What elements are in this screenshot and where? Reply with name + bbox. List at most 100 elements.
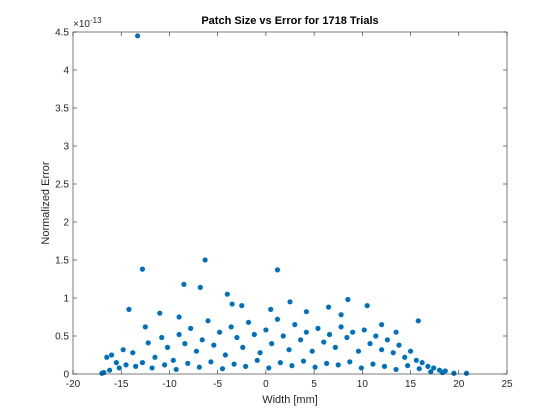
x-tick-label: -20 bbox=[66, 379, 81, 390]
data-point bbox=[263, 327, 269, 333]
data-point bbox=[381, 363, 388, 369]
data-point bbox=[367, 341, 373, 347]
data-point bbox=[254, 357, 260, 363]
y-axis-label: Normalized Error bbox=[40, 161, 52, 244]
data-point bbox=[145, 340, 151, 346]
data-point bbox=[104, 354, 110, 360]
y-tick-label: 0.5 bbox=[55, 332, 69, 343]
data-point bbox=[142, 324, 148, 330]
data-point bbox=[280, 333, 286, 339]
data-point bbox=[379, 347, 385, 353]
data-point bbox=[159, 334, 165, 341]
data-point bbox=[126, 306, 132, 312]
y-tick-label: 4.5 bbox=[55, 28, 69, 39]
y-tick-label: 4 bbox=[63, 66, 69, 77]
data-point bbox=[344, 334, 350, 341]
data-point bbox=[176, 314, 182, 320]
x-tick-label: 0 bbox=[263, 379, 269, 390]
data-point bbox=[324, 360, 330, 366]
data-point bbox=[193, 348, 200, 354]
data-point bbox=[170, 357, 176, 363]
y-tick-label: 3.5 bbox=[55, 104, 69, 115]
data-point bbox=[269, 341, 275, 347]
data-point bbox=[393, 366, 399, 373]
data-point bbox=[274, 316, 281, 322]
x-tick-label: 20 bbox=[453, 379, 465, 390]
data-point bbox=[463, 370, 470, 376]
data-point bbox=[338, 312, 344, 318]
y-axis-exponent-base: ×10 bbox=[73, 19, 90, 30]
x-tick-label: 5 bbox=[311, 379, 317, 390]
data-point bbox=[286, 347, 292, 353]
x-tick-label: 10 bbox=[357, 379, 369, 390]
data-point bbox=[300, 358, 307, 364]
data-point bbox=[358, 365, 364, 371]
x-tick-label: -10 bbox=[162, 379, 177, 390]
data-point bbox=[185, 360, 191, 366]
data-point bbox=[416, 366, 422, 372]
data-point bbox=[257, 350, 263, 356]
data-point bbox=[208, 359, 214, 365]
data-point bbox=[431, 365, 437, 371]
data-point bbox=[413, 357, 419, 363]
data-point bbox=[425, 363, 431, 369]
data-point bbox=[135, 33, 141, 39]
data-point bbox=[202, 257, 208, 263]
x-tick-label: -15 bbox=[114, 379, 129, 390]
data-point bbox=[157, 310, 163, 316]
chart-title: Patch Size vs Error for 1718 Trials bbox=[201, 15, 378, 27]
data-point bbox=[335, 362, 341, 368]
data-point bbox=[245, 319, 252, 325]
data-point bbox=[309, 348, 315, 354]
data-point bbox=[107, 367, 113, 373]
data-point bbox=[325, 304, 332, 310]
data-point bbox=[428, 369, 434, 375]
data-point bbox=[393, 329, 399, 335]
data-point bbox=[164, 344, 171, 350]
data-point bbox=[251, 331, 257, 338]
y-axis-exponent: ×10-13 bbox=[73, 16, 102, 30]
data-point bbox=[419, 360, 425, 366]
data-point bbox=[228, 324, 234, 330]
data-point bbox=[139, 360, 146, 366]
data-point bbox=[130, 350, 136, 356]
data-point bbox=[239, 303, 245, 309]
data-point bbox=[123, 362, 129, 368]
y-tick-label: 2 bbox=[63, 218, 69, 229]
data-point bbox=[370, 361, 376, 367]
data-point bbox=[415, 318, 421, 324]
x-axis-label: Width [mm] bbox=[262, 394, 318, 406]
data-point bbox=[364, 303, 370, 309]
data-point bbox=[113, 360, 119, 366]
data-point bbox=[287, 299, 293, 305]
data-point bbox=[152, 354, 158, 360]
y-tick-label: 2.5 bbox=[55, 180, 69, 191]
data-point bbox=[188, 325, 194, 331]
y-tick-label: 1.5 bbox=[55, 256, 69, 267]
data-point bbox=[139, 266, 146, 272]
data-point bbox=[373, 333, 379, 339]
data-point bbox=[277, 360, 283, 366]
data-point bbox=[120, 347, 126, 353]
data-point bbox=[390, 350, 396, 356]
data-point bbox=[451, 370, 457, 376]
data-point bbox=[181, 281, 187, 287]
data-point bbox=[196, 364, 202, 370]
data-point bbox=[116, 365, 122, 371]
x-tick-label: 25 bbox=[501, 379, 513, 390]
data-point bbox=[99, 370, 105, 376]
data-point bbox=[149, 365, 155, 371]
data-point bbox=[133, 363, 139, 369]
y-tick-label: 0 bbox=[63, 370, 69, 381]
data-point bbox=[182, 341, 188, 347]
data-point bbox=[216, 329, 223, 335]
data-point bbox=[211, 342, 217, 348]
data-point bbox=[347, 359, 353, 365]
data-point bbox=[224, 291, 230, 297]
data-point bbox=[162, 362, 168, 368]
data-point bbox=[338, 324, 344, 330]
data-point bbox=[405, 363, 411, 369]
data-point bbox=[332, 344, 338, 350]
data-point bbox=[355, 348, 362, 354]
